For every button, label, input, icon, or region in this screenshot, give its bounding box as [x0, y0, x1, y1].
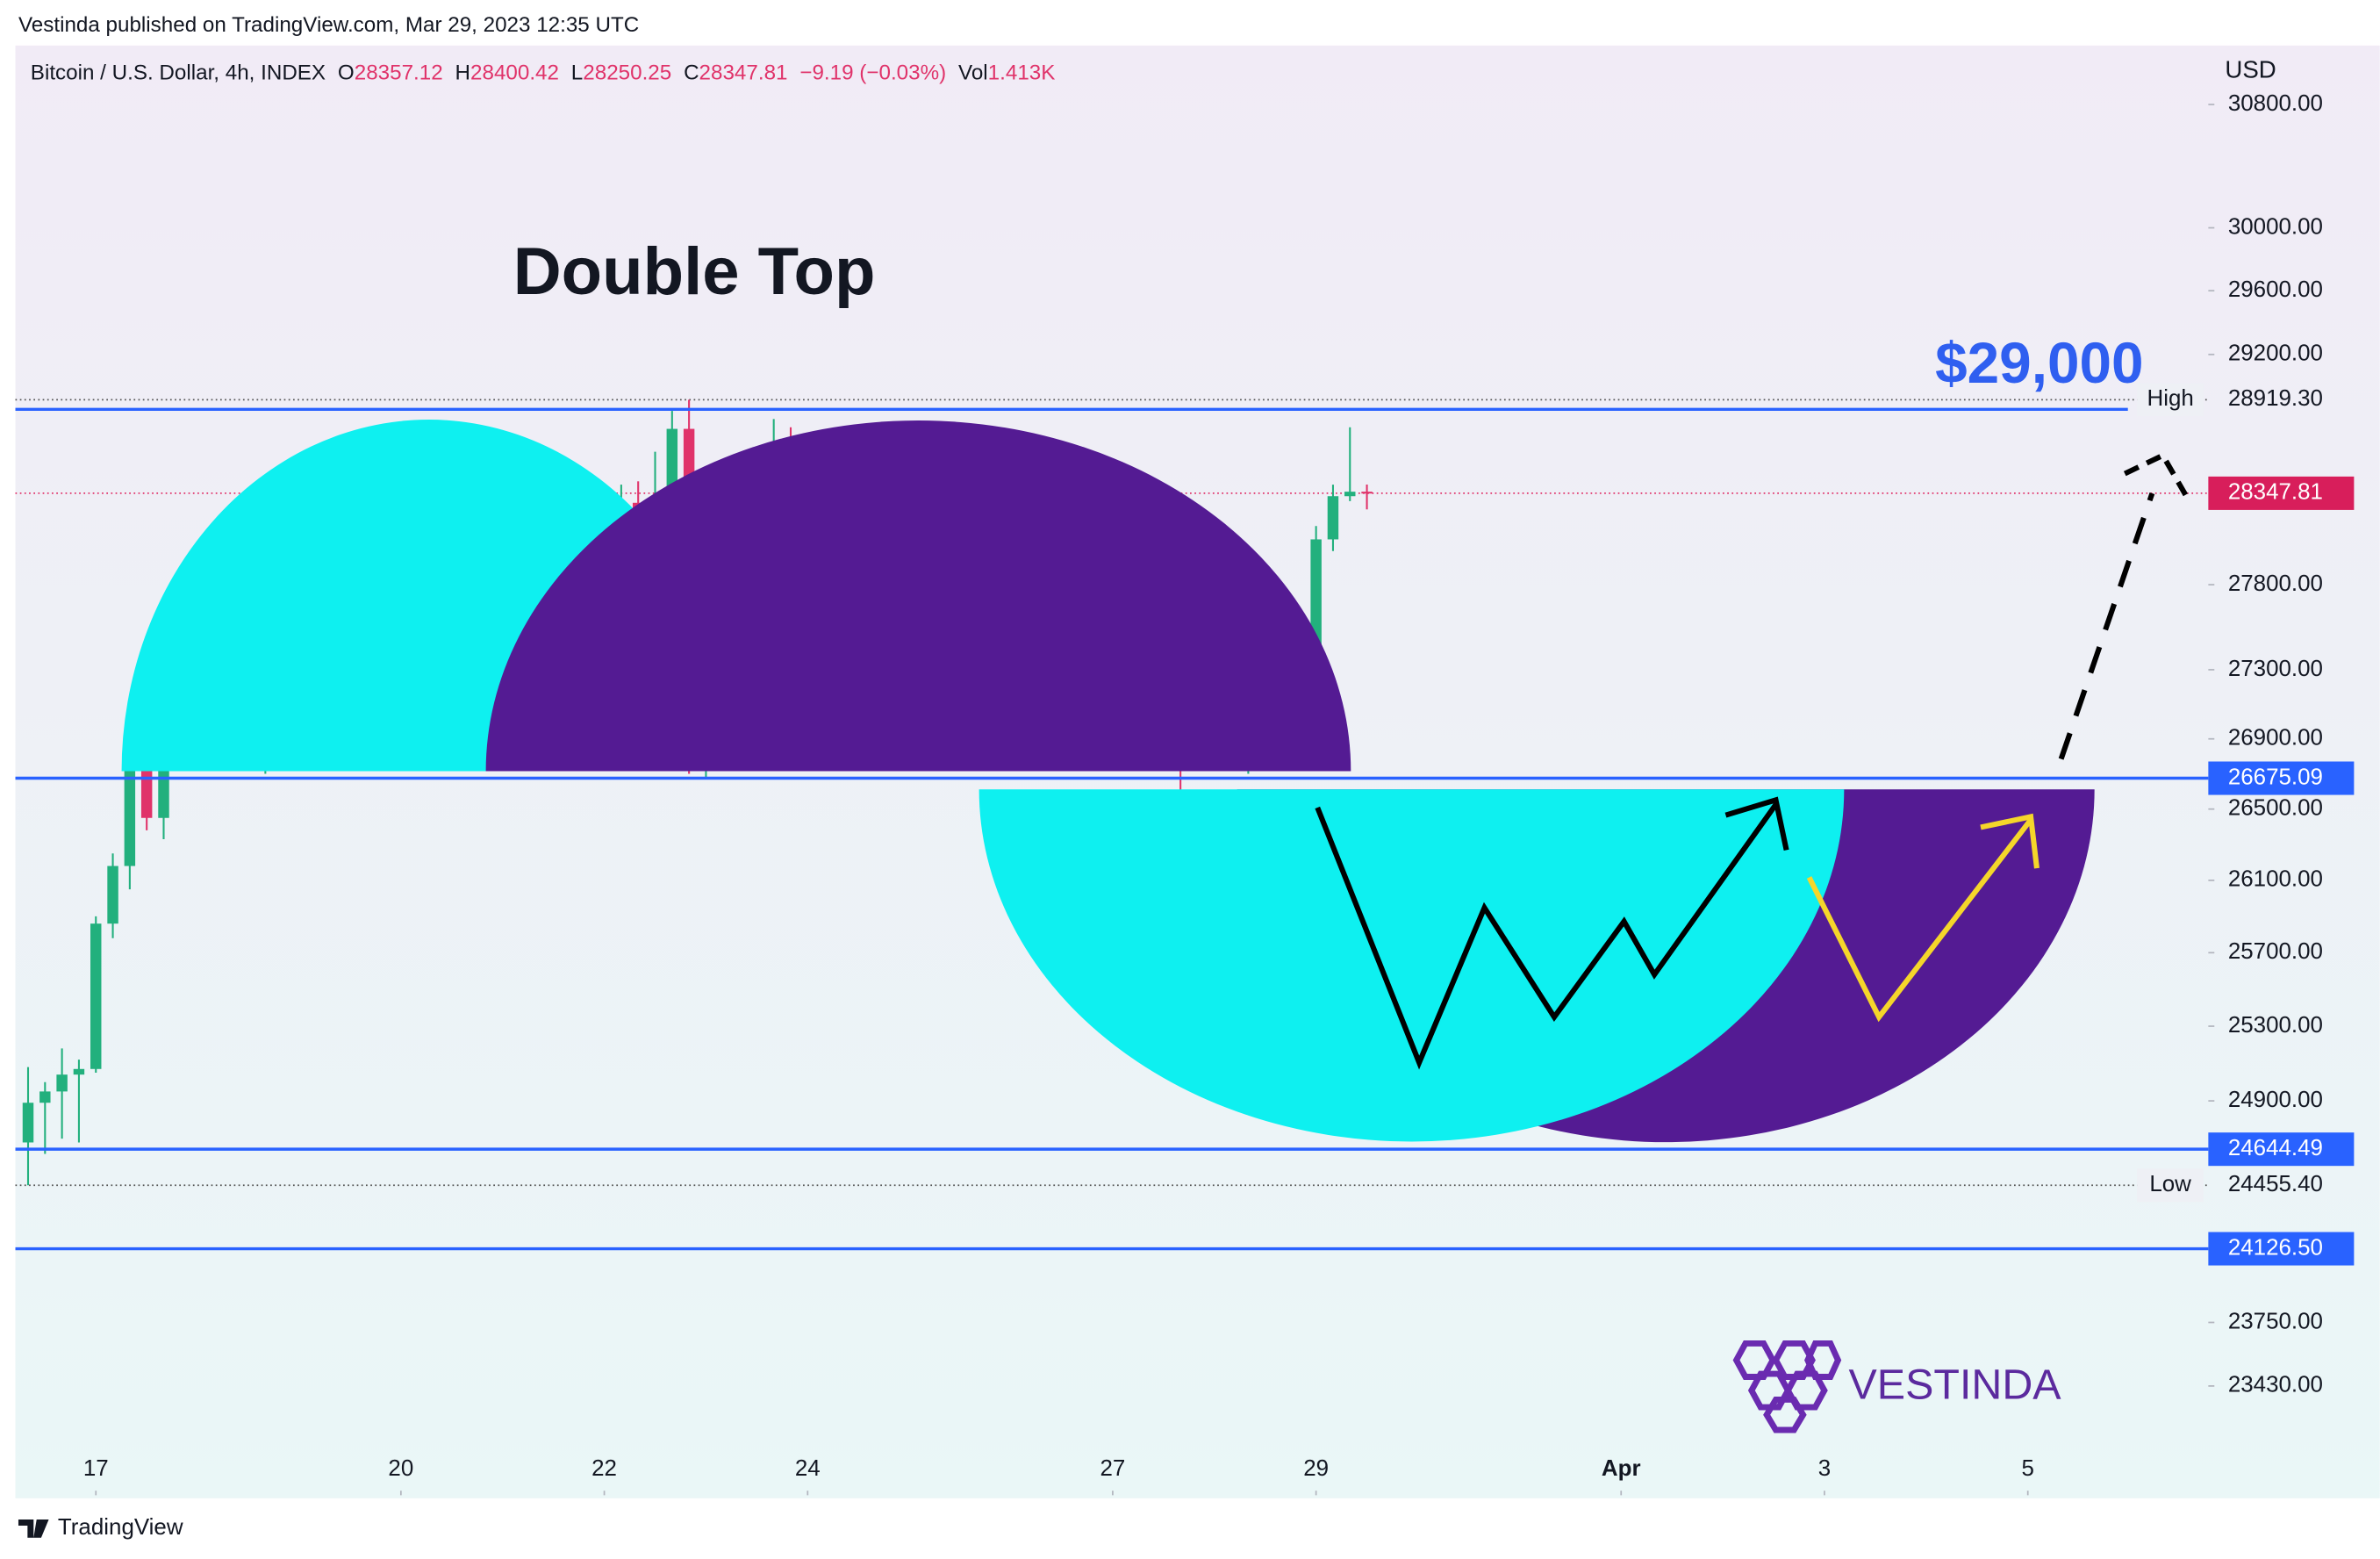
x-tick-label: 22: [591, 1456, 617, 1481]
y-tick-label: 30000.00: [2228, 214, 2323, 239]
x-tick-label: 20: [388, 1456, 413, 1481]
y-tick-label: 24900.00: [2228, 1088, 2323, 1112]
legend: Bitcoin / U.S. Dollar, 4h, INDEX O28357.1…: [31, 61, 1056, 85]
y-tick-label: 30800.00: [2228, 91, 2323, 116]
o-label: O: [338, 61, 355, 85]
l-value: 28250.25: [583, 61, 671, 85]
logo-icon: [1732, 1340, 1842, 1433]
publisher: Vestinda published on TradingView.com, M…: [18, 13, 639, 37]
purple-arch: [485, 420, 1351, 772]
low-name-box: [2137, 1168, 2204, 1203]
symbol: Bitcoin / U.S. Dollar, 4h, INDEX: [31, 61, 326, 85]
axis-unit: USD: [2225, 56, 2276, 83]
y-tick-label: 29600.00: [2228, 277, 2323, 302]
tradingview-footer: TradingView: [18, 1515, 183, 1540]
y-tick-label: 25300.00: [2228, 1013, 2323, 1038]
low-name: Low: [2149, 1172, 2191, 1196]
candle-body: [90, 923, 102, 1069]
h-value: 28400.42: [470, 61, 559, 85]
x-tick-label: 3: [1818, 1456, 1831, 1481]
x-tick-label: 27: [1100, 1456, 1125, 1481]
vol-value: 1.413K: [988, 61, 1056, 85]
yellow-arrowhead: [1980, 813, 2039, 869]
x-tick-label: Apr: [1602, 1456, 1641, 1481]
footer-text: TradingView: [58, 1515, 183, 1540]
vestinda-logo: VESTINDA: [1732, 1340, 2062, 1433]
tv-icon: [18, 1519, 49, 1538]
candle-body: [107, 866, 118, 924]
level-tag: [2208, 1132, 2355, 1167]
h-label: H: [455, 61, 470, 85]
y-tick-label: 29200.00: [2228, 341, 2323, 366]
y-tick-label: 23750.00: [2228, 1309, 2323, 1333]
candle-body: [1310, 539, 1322, 658]
x-tick-label: 17: [83, 1456, 109, 1481]
x-tick-label: 29: [1303, 1456, 1329, 1481]
y-tick-label: 23430.00: [2228, 1373, 2323, 1397]
dashed-arrowhead: [2123, 451, 2189, 497]
high-name-box: [2137, 383, 2204, 417]
y-tick-label: 27300.00: [2228, 657, 2323, 681]
black-arrowhead: [1724, 796, 1789, 851]
level-tag: [2208, 761, 2355, 795]
dashed-arrow: [2058, 492, 2155, 760]
level-tag-label: 24126.50: [2228, 1235, 2323, 1260]
x-tick-label: 24: [795, 1456, 821, 1481]
plot-background: [15, 45, 2380, 1498]
y-tick-label: 26100.00: [2228, 867, 2323, 892]
candle-body: [1361, 492, 1373, 494]
candle-body: [1344, 492, 1356, 497]
vol-label: Vol: [958, 61, 988, 85]
overlay: 30800.00 30000.00 29600.00 29200.00 27800.00…: [15, 91, 2355, 1496]
chart-title: Double Top: [513, 234, 876, 309]
l-label: L: [571, 61, 583, 85]
logo-text: VESTINDA: [1849, 1361, 2062, 1408]
candle-body: [56, 1074, 68, 1092]
level-tag: [2208, 1232, 2355, 1266]
candle-body: [73, 1068, 85, 1075]
yellow-arrow: [1806, 817, 2033, 1023]
y-tick-label: 26900.00: [2228, 726, 2323, 751]
cyan-bowl: [979, 789, 1845, 1142]
level-tag-label: 24644.49: [2228, 1136, 2323, 1160]
candle-body: [22, 1103, 34, 1143]
c-value: 28347.81: [699, 61, 788, 85]
black-arrow: [1315, 802, 1778, 1070]
low-label: 24455.40: [2228, 1172, 2323, 1196]
o-value: 28357.12: [355, 61, 443, 85]
annotation: $29,000: [1935, 331, 2144, 395]
high-label: 28919.30: [2228, 386, 2323, 411]
current-price-label: 28347.81: [2228, 480, 2323, 505]
y-tick-label: 26500.00: [2228, 796, 2323, 821]
y-tick-label: 27800.00: [2228, 571, 2323, 596]
change: −9.19 (−0.03%): [799, 61, 946, 85]
level-tag-label: 26675.09: [2228, 765, 2323, 789]
high-name: High: [2147, 386, 2193, 411]
x-tick-label: 5: [2021, 1456, 2033, 1481]
c-label: C: [684, 61, 699, 85]
drawings: [121, 420, 2189, 1143]
y-tick-label: 25700.00: [2228, 939, 2323, 964]
candle-body: [1327, 496, 1339, 540]
candle-body: [39, 1091, 51, 1103]
current-price-tag: [2208, 476, 2355, 510]
